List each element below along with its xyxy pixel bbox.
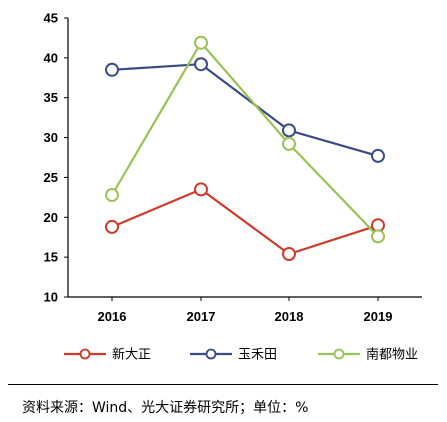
data-point: [105, 219, 119, 234]
legend-label: 南都物业: [366, 347, 418, 363]
y-tick-label: 15: [44, 250, 58, 265]
chart-axes: [64, 17, 422, 301]
data-point: [371, 229, 385, 244]
x-tick-label: 2016: [98, 309, 127, 324]
x-tick-label: 2017: [187, 309, 216, 324]
chart-legend: 新大正 玉禾田 南都物业: [64, 347, 418, 363]
y-tick-label: 10: [44, 290, 58, 305]
data-point: [105, 62, 119, 77]
legend-marker: [79, 348, 91, 360]
y-tick-label: 35: [44, 90, 58, 105]
data-point: [371, 148, 385, 163]
legend-marker: [205, 348, 217, 360]
legend-marker: [333, 348, 345, 360]
source-note: 资料来源：Wind、光大证券研究所；单位：%: [22, 400, 309, 416]
line-chart: 10 15 20 25 30 35 40 45 2016 2017 2018 2019 新大正 玉禾田 南…: [44, 11, 422, 363]
y-tick-label: 40: [44, 50, 58, 65]
chart-tick-labels: 10 15 20 25 30 35 40 45 2016 2017 2018 2019: [44, 11, 393, 325]
data-point: [105, 188, 119, 202]
y-tick-label: 25: [44, 170, 58, 185]
data-point: [194, 35, 208, 50]
y-tick-label: 20: [44, 210, 58, 225]
legend-label: 玉禾田: [238, 348, 277, 363]
data-point: [282, 136, 296, 151]
y-tick-label: 30: [44, 130, 58, 145]
series-line-2: [111, 63, 379, 157]
data-point: [282, 123, 296, 138]
y-tick-label: 45: [44, 11, 58, 26]
data-point: [194, 57, 208, 72]
legend-label: 新大正: [112, 347, 151, 363]
series-line-1: [111, 188, 379, 256]
x-tick-label: 2019: [364, 309, 393, 324]
data-point: [194, 182, 208, 197]
series-line-3: [111, 41, 379, 238]
footer-divider: [8, 384, 438, 385]
chart-series: [105, 35, 385, 261]
data-point: [282, 247, 296, 261]
x-tick-label: 2018: [275, 309, 304, 324]
